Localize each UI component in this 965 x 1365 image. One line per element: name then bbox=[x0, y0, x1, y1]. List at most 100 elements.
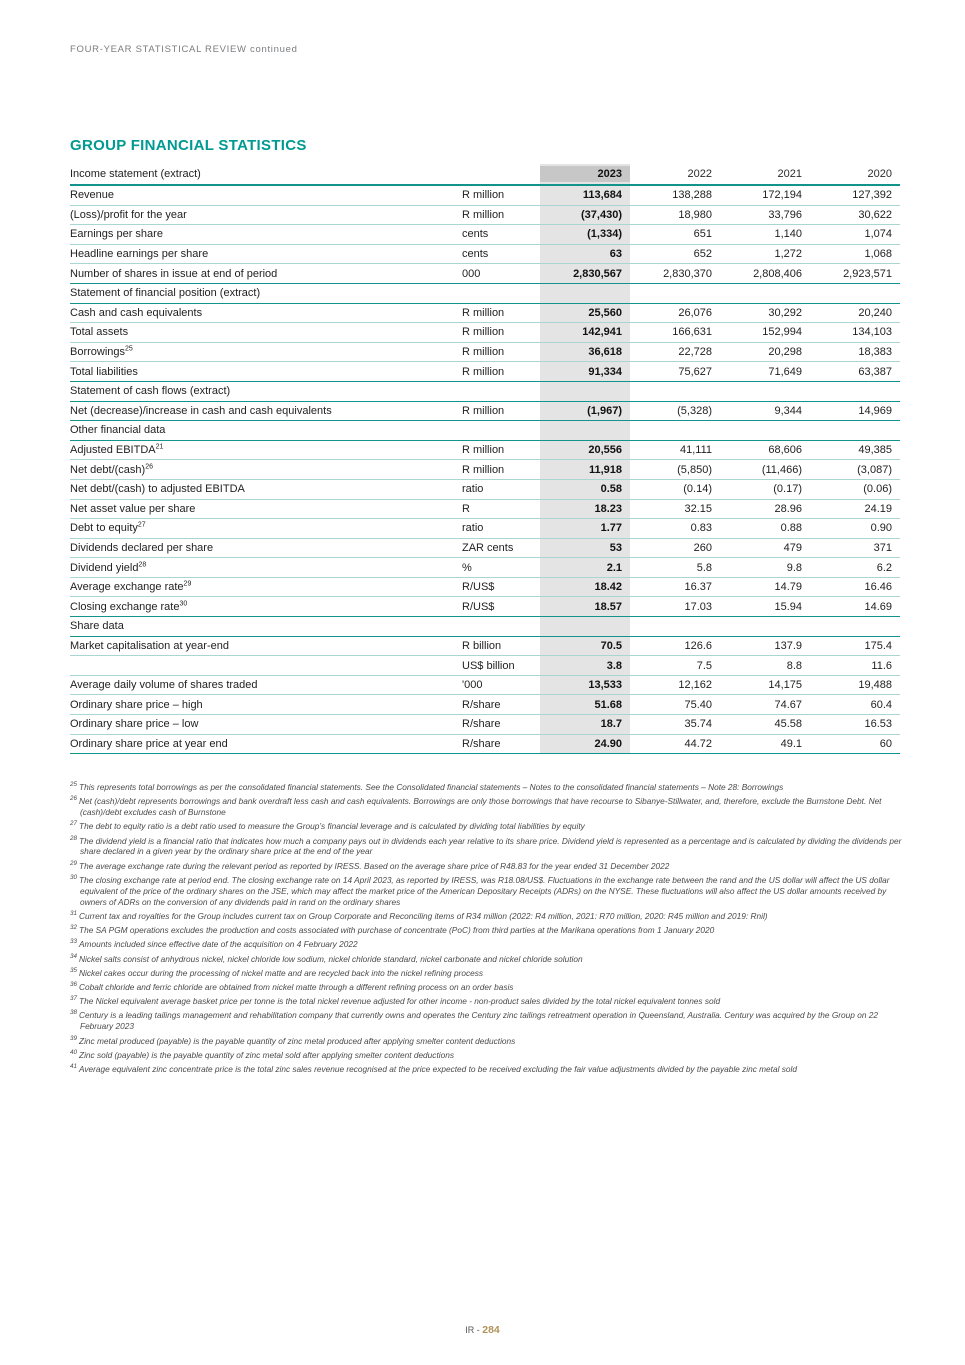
table-row: Number of shares in issue at end of peri… bbox=[70, 264, 900, 284]
footnote-ref: 21 bbox=[155, 443, 164, 451]
table-body: Revenue R million 113,684 138,288 172,194 127… bbox=[70, 186, 900, 755]
footnote-number: 33 bbox=[70, 938, 78, 946]
value-2021: 479 bbox=[783, 541, 802, 554]
value-2021: 28.96 bbox=[774, 502, 802, 515]
value-2021: 33,796 bbox=[768, 208, 802, 221]
value-2023: 18.42 bbox=[594, 581, 622, 594]
value-2020: 16.53 bbox=[864, 718, 892, 731]
table-row: Ordinary share price – low R/share 18.7 35.… bbox=[70, 715, 900, 735]
value-2021: 152,994 bbox=[762, 326, 802, 339]
row-unit: R million bbox=[462, 404, 505, 417]
value-2023: 63 bbox=[609, 248, 622, 261]
row-unit: R million bbox=[462, 326, 505, 339]
row-label: Total liabilities bbox=[70, 365, 138, 378]
table-row: Adjusted EBITDA21 R million 20,556 41,111 68… bbox=[70, 441, 900, 461]
value-2022: 26,076 bbox=[678, 306, 712, 319]
value-2022: (5,328) bbox=[677, 404, 712, 417]
value-2020: 18,383 bbox=[858, 346, 892, 359]
row-unit: R million bbox=[462, 306, 505, 319]
value-2023: 11,918 bbox=[588, 463, 622, 476]
value-2021: 74.67 bbox=[774, 698, 802, 711]
row-label: Earnings per share bbox=[70, 228, 163, 241]
value-2020: 175.4 bbox=[864, 639, 892, 652]
section-label: Statement of financial position (extract… bbox=[70, 287, 261, 300]
value-2020: 20,240 bbox=[858, 306, 892, 319]
value-2023: 13,533 bbox=[588, 679, 622, 692]
row-label: Net asset value per share bbox=[70, 502, 196, 515]
value-2020: 1,074 bbox=[864, 228, 892, 241]
row-unit: R million bbox=[462, 208, 505, 221]
footnote-number: 36 bbox=[70, 980, 78, 988]
footnote-number: 29 bbox=[70, 859, 78, 867]
footnote-text: Average equivalent zinc concentrate pric… bbox=[79, 1063, 797, 1074]
value-2022: 17.03 bbox=[684, 600, 712, 613]
footnote-number: 31 bbox=[70, 909, 78, 917]
table-row: Net debt/(cash)26 R million 11,918 (5,850) (… bbox=[70, 460, 900, 480]
value-2022: 18,980 bbox=[678, 208, 712, 221]
row-unit: R million bbox=[462, 189, 505, 202]
row-unit: R million bbox=[462, 444, 505, 457]
footnote: 39 Zinc metal produced (payable) is the p… bbox=[70, 1035, 902, 1047]
footnote-number: 32 bbox=[70, 924, 78, 932]
footnote-text: Nickel salts consist of anhydrous nickel… bbox=[79, 953, 583, 964]
table-section-row: Statement of cash flows (extract) bbox=[70, 382, 900, 402]
table-row: Average daily volume of shares traded '00… bbox=[70, 676, 900, 696]
footnote-number: 28 bbox=[70, 834, 78, 842]
table-section-row: Other financial data bbox=[70, 421, 900, 441]
value-2021: 49.1 bbox=[780, 737, 802, 750]
footnote: 29 The average exchange rate during the r… bbox=[70, 860, 902, 872]
table-row: Total liabilities R million 91,334 75,627 71… bbox=[70, 362, 900, 382]
value-2020: 11.6 bbox=[871, 659, 892, 672]
value-2023: 113,684 bbox=[582, 189, 622, 202]
value-2021: 15.94 bbox=[774, 600, 802, 613]
row-unit: R/US$ bbox=[462, 581, 495, 594]
value-2022: 126.6 bbox=[684, 639, 712, 652]
footnote-text: The Nickel equivalent average basket pri… bbox=[79, 995, 721, 1006]
value-2022: 75.40 bbox=[684, 698, 712, 711]
footnote-ref: 30 bbox=[179, 600, 188, 608]
value-2021: 172,194 bbox=[762, 189, 802, 202]
value-2022: 651 bbox=[693, 228, 712, 241]
value-2021: (0.17) bbox=[773, 483, 802, 496]
value-2020: 60 bbox=[879, 737, 892, 750]
section-label: Statement of cash flows (extract) bbox=[70, 385, 231, 398]
value-2023: 24.90 bbox=[594, 737, 622, 750]
value-2023: (37,430) bbox=[581, 208, 622, 221]
value-2021: 1,140 bbox=[774, 228, 802, 241]
footnote-number: 35 bbox=[70, 966, 78, 974]
footnote-number: 25 bbox=[70, 781, 78, 788]
table-row: Revenue R million 113,684 138,288 172,194 127… bbox=[70, 186, 900, 206]
row-label: Net debt/(cash) to adjusted EBITDA bbox=[70, 483, 245, 496]
footnote-number: 41 bbox=[70, 1062, 78, 1070]
footnote-text: Century is a leading tailings management… bbox=[79, 1010, 878, 1032]
row-unit: ratio bbox=[462, 522, 484, 535]
footnote: 25 This represents total borrowings as pe… bbox=[70, 781, 902, 793]
value-2023: 53 bbox=[609, 541, 622, 554]
footnote-number: 40 bbox=[70, 1048, 78, 1056]
value-2023: 70.5 bbox=[600, 639, 622, 652]
table-row: Earnings per share cents (1,334) 651 1,140 1,… bbox=[70, 225, 900, 245]
footnote: 28 The dividend yield is a financial rati… bbox=[70, 835, 902, 858]
table-row: Market capitalisation at year-end R billi… bbox=[70, 637, 900, 657]
table-row: Net asset value per share R 18.23 32.15 28.9… bbox=[70, 500, 900, 520]
row-label: Borrowings25 bbox=[70, 345, 133, 359]
value-2022: 2,830,370 bbox=[663, 267, 712, 280]
row-label: Closing exchange rate30 bbox=[70, 600, 188, 613]
row-unit: % bbox=[462, 561, 472, 574]
footnote-text: The average exchange rate during the rel… bbox=[79, 860, 670, 871]
financial-statistics-table: Income statement (extract) 2023 2022 202… bbox=[70, 164, 900, 755]
footnote-ref: 28 bbox=[138, 560, 147, 568]
footnote: 40 Zinc sold (payable) is the payable qua… bbox=[70, 1049, 902, 1061]
footnote: 30 The closing exchange rate at period en… bbox=[70, 874, 902, 908]
value-2020: 0.90 bbox=[870, 522, 892, 535]
value-2022: 41,111 bbox=[679, 444, 712, 457]
footnote-text: The closing exchange rate at period end.… bbox=[79, 874, 890, 907]
footnote: 27 The debt to equity ratio is a debt rat… bbox=[70, 820, 902, 832]
section-label: Share data bbox=[70, 620, 124, 633]
value-2022: 260 bbox=[693, 541, 712, 554]
table-row: US$ billion 3.8 7.5 8.8 11.6 bbox=[70, 656, 900, 676]
value-2022: 0.83 bbox=[690, 522, 712, 535]
value-2023: 2.1 bbox=[606, 561, 622, 574]
row-label: Net debt/(cash)26 bbox=[70, 462, 153, 476]
